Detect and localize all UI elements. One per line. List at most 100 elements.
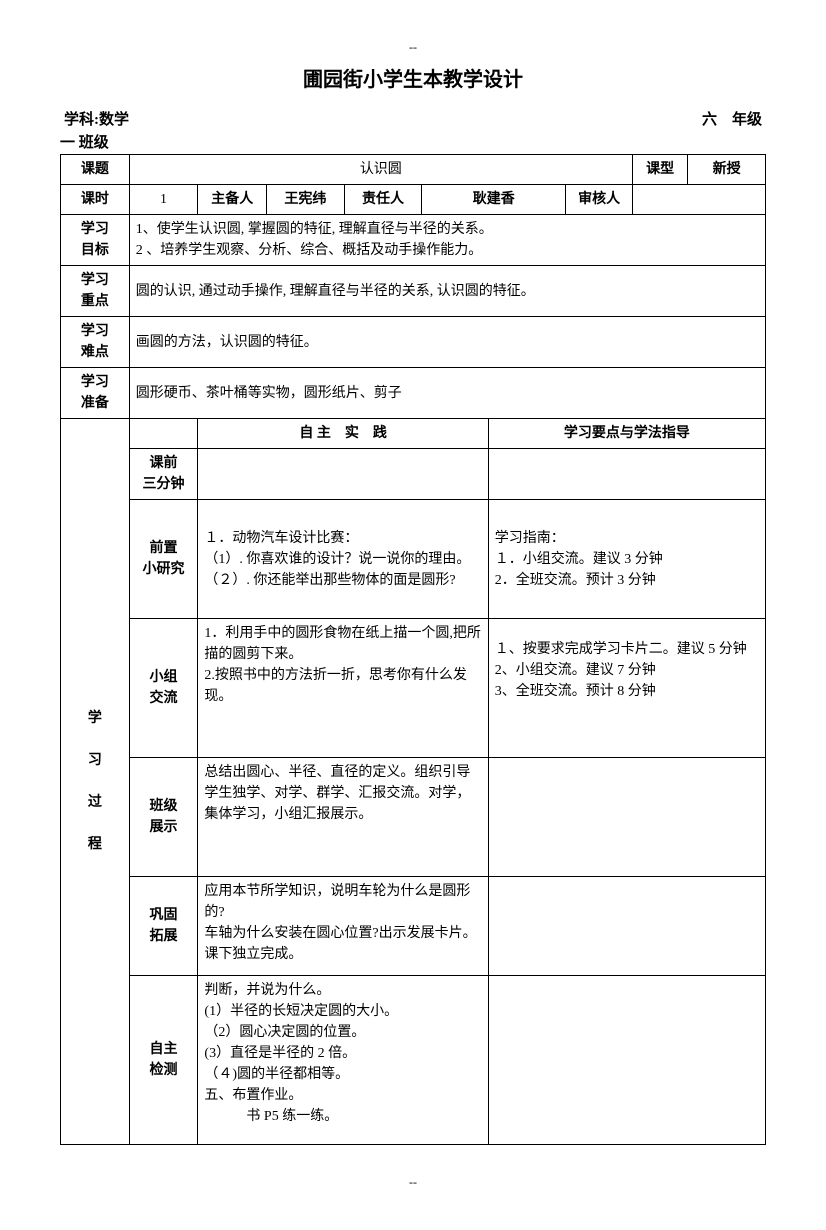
prep-content: 圆形硬币、茶叶桶等实物，圆形纸片、剪子 bbox=[129, 368, 765, 419]
focus-row: 学习 重点 圆的认识, 通过动手操作, 理解直径与半径的关系, 认识圆的特征。 bbox=[61, 266, 766, 317]
group-left-2: 2.按照书中的方法折一折，思考你有什么发现。 bbox=[204, 665, 481, 707]
resp-value: 耿建香 bbox=[422, 185, 566, 215]
consolidate-row: 巩固 拓展 应用本节所学知识，说明车轮为什么是圆形的? 车轴为什么安装在圆心位置… bbox=[61, 877, 766, 976]
selftest-left-7: 书 P5 练一练。 bbox=[204, 1106, 481, 1127]
show-label-1: 班级 bbox=[136, 796, 192, 817]
prestudy-label-1: 前置 bbox=[136, 538, 192, 559]
grade-label: 六 年级 bbox=[702, 108, 762, 129]
goals-label-2: 目标 bbox=[67, 240, 123, 261]
practice-header: 自 主 实 践 bbox=[198, 419, 488, 449]
resp-label: 责任人 bbox=[344, 185, 422, 215]
prep-label: 学习 准备 bbox=[61, 368, 130, 419]
prestudy-right-2: １．小组交流。建议 3 分钟 bbox=[495, 549, 759, 570]
goals-line1: 1、使学生认识圆, 掌握圆的特征, 理解直径与半径的关系。 bbox=[136, 219, 759, 240]
top-dash: -- bbox=[60, 40, 766, 55]
prestudy-left-3: （２）. 你还能举出那些物体的面是圆形? bbox=[204, 570, 481, 591]
preclass-label-2: 三分钟 bbox=[136, 474, 192, 495]
focus-label: 学习 重点 bbox=[61, 266, 130, 317]
prestudy-label-2: 小研究 bbox=[136, 559, 192, 580]
difficulty-label-2: 难点 bbox=[67, 342, 123, 363]
group-label: 小组 交流 bbox=[129, 619, 198, 758]
process-header-row: 学习过程 自 主 实 践 学习要点与学法指导 bbox=[61, 419, 766, 449]
goals-row: 学习 目标 1、使学生认识圆, 掌握圆的特征, 理解直径与半径的关系。 2 、培… bbox=[61, 215, 766, 266]
goals-label: 学习 目标 bbox=[61, 215, 130, 266]
lesson-plan-table: 课题 认识圆 课型 新授 课时 1 主备人 王宪纬 责任人 耿建香 审核人 学习… bbox=[60, 154, 766, 1145]
review-value bbox=[632, 185, 765, 215]
consolidate-label-1: 巩固 bbox=[136, 905, 192, 926]
prestudy-row: 前置 小研究 １．动物汽车设计比赛： （1）. 你喜欢谁的设计？说一说你的理由。… bbox=[61, 500, 766, 619]
prestudy-left-2: （1）. 你喜欢谁的设计？说一说你的理由。 bbox=[204, 549, 481, 570]
show-left: 总结出圆心、半径、直径的定义。组织引导学生独学、对学、群学、汇报交流。对学，集体… bbox=[198, 758, 488, 877]
prep-row: 学习 准备 圆形硬币、茶叶桶等实物，圆形纸片、剪子 bbox=[61, 368, 766, 419]
consolidate-left-1: 应用本节所学知识，说明车轮为什么是圆形的? bbox=[204, 881, 481, 923]
prestudy-right-1: 学习指南： bbox=[495, 528, 759, 549]
guide-header: 学习要点与学法指导 bbox=[488, 419, 765, 449]
show-right bbox=[488, 758, 765, 877]
difficulty-content: 画圆的方法，认识圆的特征。 bbox=[129, 317, 765, 368]
group-row: 小组 交流 1．利用手中的圆形食物在纸上描一个圆,把所描的圆剪下来。 2.按照书… bbox=[61, 619, 766, 758]
selftest-left-6: 五、布置作业。 bbox=[204, 1085, 481, 1106]
selftest-left-3: （2）圆心决定圆的位置。 bbox=[204, 1022, 481, 1043]
group-right-3: 3、全班交流。预计 8 分钟 bbox=[495, 681, 759, 702]
selftest-label-2: 检测 bbox=[136, 1060, 192, 1081]
goals-line2: 2 、培养学生观察、分析、综合、概括及动手操作能力。 bbox=[136, 240, 759, 261]
goals-label-1: 学习 bbox=[67, 219, 123, 240]
bottom-dash: -- bbox=[60, 1175, 766, 1190]
consolidate-left: 应用本节所学知识，说明车轮为什么是圆形的? 车轴为什么安装在圆心位置?出示发展卡… bbox=[198, 877, 488, 976]
show-row: 班级 展示 总结出圆心、半径、直径的定义。组织引导学生独学、对学、群学、汇报交流… bbox=[61, 758, 766, 877]
page-title: 圃园街小学生本教学设计 bbox=[60, 63, 766, 92]
difficulty-label-1: 学习 bbox=[67, 321, 123, 342]
prep-label-2: 准备 bbox=[67, 393, 123, 414]
prestudy-label: 前置 小研究 bbox=[129, 500, 198, 619]
focus-label-1: 学习 bbox=[67, 270, 123, 291]
focus-label-2: 重点 bbox=[67, 291, 123, 312]
topic-label: 课题 bbox=[61, 155, 130, 185]
selftest-left-2: (1）半径的长短决定圆的大小。 bbox=[204, 1001, 481, 1022]
consolidate-left-2: 车轴为什么安装在圆心位置?出示发展卡片。课下独立完成。 bbox=[204, 923, 481, 965]
group-label-1: 小组 bbox=[136, 667, 192, 688]
preclass-right bbox=[488, 449, 765, 500]
group-right-2: 2、小组交流。建议 7 分钟 bbox=[495, 660, 759, 681]
preclass-label: 课前 三分钟 bbox=[129, 449, 198, 500]
review-label: 审核人 bbox=[566, 185, 633, 215]
group-right: １、按要求完成学习卡片二。建议 5 分钟 2、小组交流。建议 7 分钟 3、全班… bbox=[488, 619, 765, 758]
preclass-left bbox=[198, 449, 488, 500]
show-label: 班级 展示 bbox=[129, 758, 198, 877]
class-label: 一 班级 bbox=[60, 131, 766, 152]
goals-content: 1、使学生认识圆, 掌握圆的特征, 理解直径与半径的关系。 2 、培养学生观察、… bbox=[129, 215, 765, 266]
prestudy-left: １．动物汽车设计比赛： （1）. 你喜欢谁的设计？说一说你的理由。 （２）. 你… bbox=[198, 500, 488, 619]
selftest-right bbox=[488, 976, 765, 1145]
selftest-left: 判断，并说为什么。 (1）半径的长短决定圆的大小。 （2）圆心决定圆的位置。 (… bbox=[198, 976, 488, 1145]
primary-label: 主备人 bbox=[198, 185, 267, 215]
period-row: 课时 1 主备人 王宪纬 责任人 耿建香 审核人 bbox=[61, 185, 766, 215]
prep-label-1: 学习 bbox=[67, 372, 123, 393]
selftest-left-1: 判断，并说为什么。 bbox=[204, 980, 481, 1001]
prestudy-right: 学习指南： １．小组交流。建议 3 分钟 2．全班交流。预计 3 分钟 bbox=[488, 500, 765, 619]
subject-label: 学科:数学 bbox=[64, 108, 129, 129]
show-label-2: 展示 bbox=[136, 817, 192, 838]
difficulty-row: 学习 难点 画圆的方法，认识圆的特征。 bbox=[61, 317, 766, 368]
type-label: 课型 bbox=[632, 155, 687, 185]
consolidate-label: 巩固 拓展 bbox=[129, 877, 198, 976]
consolidate-label-2: 拓展 bbox=[136, 926, 192, 947]
selftest-left-5: （４)圆的半径都相等。 bbox=[204, 1064, 481, 1085]
topic-row: 课题 认识圆 课型 新授 bbox=[61, 155, 766, 185]
group-label-2: 交流 bbox=[136, 688, 192, 709]
prestudy-right-3: 2．全班交流。预计 3 分钟 bbox=[495, 570, 759, 591]
selftest-left-4: (3）直径是半径的 2 倍。 bbox=[204, 1043, 481, 1064]
prestudy-left-1: １．动物汽车设计比赛： bbox=[204, 528, 481, 549]
period-label: 课时 bbox=[61, 185, 130, 215]
preclass-label-1: 课前 bbox=[136, 453, 192, 474]
topic-value: 认识圆 bbox=[129, 155, 632, 185]
group-right-1: １、按要求完成学习卡片二。建议 5 分钟 bbox=[495, 639, 759, 660]
selftest-row: 自主 检测 判断，并说为什么。 (1）半径的长短决定圆的大小。 （2）圆心决定圆… bbox=[61, 976, 766, 1145]
selftest-label: 自主 检测 bbox=[129, 976, 198, 1145]
selftest-label-1: 自主 bbox=[136, 1039, 192, 1060]
process-label: 学习过程 bbox=[61, 419, 130, 1145]
focus-content: 圆的认识, 通过动手操作, 理解直径与半径的关系, 认识圆的特征。 bbox=[129, 266, 765, 317]
period-value: 1 bbox=[129, 185, 198, 215]
primary-value: 王宪纬 bbox=[267, 185, 345, 215]
difficulty-label: 学习 难点 bbox=[61, 317, 130, 368]
type-value: 新授 bbox=[688, 155, 766, 185]
group-left-1: 1．利用手中的圆形食物在纸上描一个圆,把所描的圆剪下来。 bbox=[204, 623, 481, 665]
